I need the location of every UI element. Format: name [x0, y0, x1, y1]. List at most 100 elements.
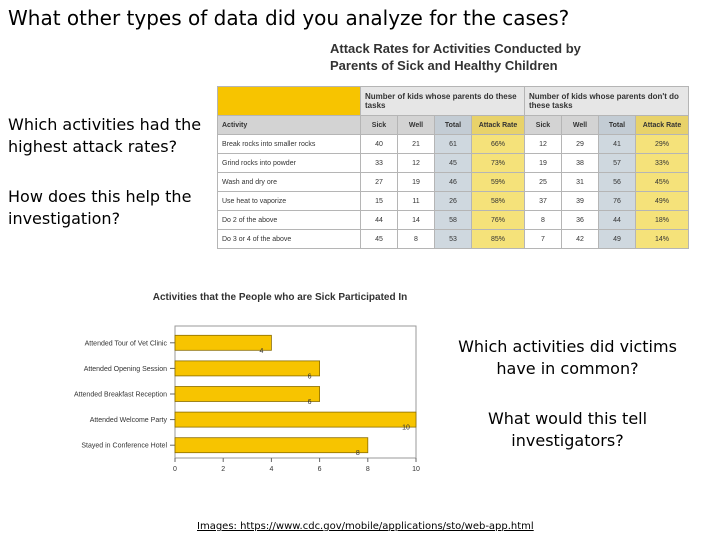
table-row: Grind rocks into powder 33 12 45 73% 19 … — [217, 153, 689, 173]
attack-rate-table: Number of kids whose parents do these ta… — [217, 86, 689, 249]
sick-cell: 19 — [524, 153, 562, 173]
column-header-attack-rate: Attack Rate — [635, 115, 689, 135]
total-cell: 61 — [434, 134, 472, 154]
activity-cell: Do 2 of the above — [217, 210, 361, 230]
category-label: Attended Breakfast Reception — [74, 392, 167, 399]
sick-cell: 8 — [524, 210, 562, 230]
x-tick-label: 10 — [412, 466, 420, 473]
well-cell: 31 — [561, 172, 599, 192]
total-cell: 58 — [434, 210, 472, 230]
category-label: Attended Tour of Vet Clinic — [85, 340, 168, 347]
sick-cell: 12 — [524, 134, 562, 154]
column-header-sick: Sick — [524, 115, 562, 135]
column-header-activity: Activity — [217, 115, 361, 135]
total-cell: 44 — [598, 210, 636, 230]
data-label: 4 — [259, 348, 263, 355]
well-cell: 8 — [397, 229, 435, 249]
total-cell: 26 — [434, 191, 472, 211]
x-tick-label: 6 — [318, 466, 322, 473]
attack-rate-cell: 59% — [471, 172, 525, 192]
column-header-well: Well — [561, 115, 599, 135]
well-cell: 19 — [397, 172, 435, 192]
attack-rate-cell: 18% — [635, 210, 689, 230]
category-label: Attended Opening Session — [84, 366, 167, 373]
x-tick-label: 4 — [269, 466, 273, 473]
attack-rate-cell: 45% — [635, 172, 689, 192]
bar — [174, 386, 321, 402]
bar — [174, 360, 321, 377]
activity-cell: Do 3 or 4 of the above — [217, 229, 361, 249]
attack-rate-cell: 76% — [471, 210, 525, 230]
sick-cell: 44 — [360, 210, 398, 230]
data-label: 6 — [308, 373, 312, 380]
activities-bar-chart: Attended Tour of Vet Clinic 4 Attended Ope… — [74, 325, 420, 473]
sick-cell: 15 — [360, 191, 398, 211]
well-cell: 29 — [561, 134, 599, 154]
question-highest-attack-rates: Which activities had the highest attack … — [8, 115, 202, 156]
total-cell: 76 — [598, 191, 636, 211]
attack-rate-cell: 14% — [635, 229, 689, 249]
column-header-sick: Sick — [360, 115, 398, 135]
total-cell: 49 — [598, 229, 636, 249]
chart-title: Activities that the People who are Sick … — [152, 292, 408, 303]
table-row: Wash and dry ore 27 19 46 59% 25 31 56 4… — [217, 172, 689, 192]
total-cell: 53 — [434, 229, 472, 249]
group-header-dont-do-tasks: Number of kids whose parents don't do th… — [524, 86, 689, 116]
attack-rate-cell: 58% — [471, 191, 525, 211]
activity-cell: Wash and dry ore — [217, 172, 361, 192]
bar — [174, 437, 369, 454]
attack-rate-cell: 66% — [471, 134, 525, 154]
table-row: Break rocks into smaller rocks 40 21 61 … — [217, 134, 689, 154]
x-tick-label: 8 — [366, 466, 370, 473]
x-tick-label: 2 — [221, 466, 225, 473]
total-cell: 57 — [598, 153, 636, 173]
table-column-header-row: Activity Sick Well Total Attack Rate Sic… — [217, 115, 689, 135]
sick-cell: 25 — [524, 172, 562, 192]
question-common-activities: Which activities did victims have in com… — [458, 337, 677, 378]
activity-cell: Use heat to vaporize — [217, 191, 361, 211]
image-credit-link[interactable]: Images: https://www.cdc.gov/mobile/appli… — [197, 521, 534, 532]
category-label: Attended Welcome Party — [90, 417, 168, 424]
sick-cell: 40 — [360, 134, 398, 154]
total-cell: 41 — [598, 134, 636, 154]
sick-cell: 33 — [360, 153, 398, 173]
data-label: 6 — [308, 399, 312, 406]
data-label: 8 — [356, 450, 360, 457]
bar — [174, 334, 272, 351]
table-row: Use heat to vaporize 15 11 26 58% 37 39 … — [217, 191, 689, 211]
slide-title: What other types of data did you analyze… — [8, 6, 570, 30]
x-tick-label: 0 — [173, 466, 177, 473]
column-header-attack-rate: Attack Rate — [471, 115, 525, 135]
well-cell: 11 — [397, 191, 435, 211]
attack-rate-cell: 73% — [471, 153, 525, 173]
table-row: Do 2 of the above 44 14 58 76% 8 36 44 1… — [217, 210, 689, 230]
total-cell: 56 — [598, 172, 636, 192]
table-title: Attack Rates for Activities Conducted by… — [330, 41, 581, 73]
well-cell: 21 — [397, 134, 435, 154]
category-label: Stayed in Conference Hotel — [81, 443, 167, 450]
attack-rate-cell: 85% — [471, 229, 525, 249]
well-cell: 14 — [397, 210, 435, 230]
well-cell: 38 — [561, 153, 599, 173]
well-cell: 42 — [561, 229, 599, 249]
question-investigation-help: How does this help the investigation? — [8, 187, 192, 228]
activity-cell: Break rocks into smaller rocks — [217, 134, 361, 154]
table-group-header-row: Number of kids whose parents do these ta… — [217, 86, 689, 116]
column-header-total: Total — [598, 115, 636, 135]
sick-cell: 27 — [360, 172, 398, 192]
well-cell: 39 — [561, 191, 599, 211]
attack-rate-cell: 49% — [635, 191, 689, 211]
total-cell: 45 — [434, 153, 472, 173]
sick-cell: 37 — [524, 191, 562, 211]
sick-cell: 7 — [524, 229, 562, 249]
total-cell: 46 — [434, 172, 472, 192]
table-corner-cell — [217, 86, 361, 116]
question-tell-investigators: What would this tell investigators? — [487, 409, 648, 450]
column-header-total: Total — [434, 115, 472, 135]
sick-cell: 45 — [360, 229, 398, 249]
column-header-well: Well — [397, 115, 435, 135]
well-cell: 36 — [561, 210, 599, 230]
table-row: Do 3 or 4 of the above 45 8 53 85% 7 42 … — [217, 229, 689, 249]
bar — [174, 411, 417, 428]
data-label: 10 — [402, 425, 410, 432]
